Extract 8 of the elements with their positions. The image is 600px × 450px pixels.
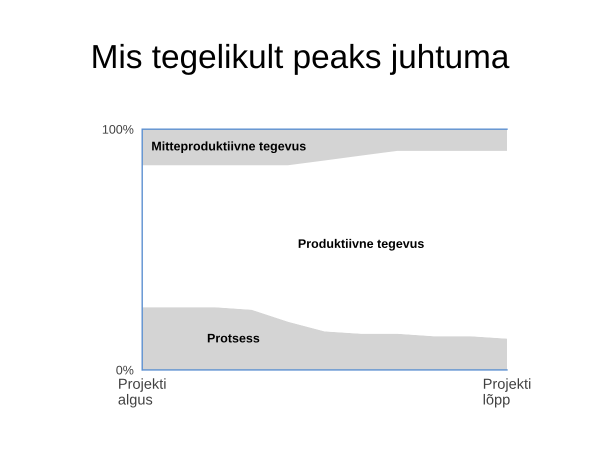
x-tick-label: Projekti algus <box>118 378 166 408</box>
y-tick-label: 0% <box>116 366 134 375</box>
y-tick-label: 100% <box>102 124 134 134</box>
series-label: Mitteproduktiivne tegevus <box>152 141 306 154</box>
x-tick-label: Projekti lõpp <box>484 378 530 408</box>
chart-title: Mis tegelikult peaks juhtuma <box>93 44 510 75</box>
series-label: Produktiivne tegevus <box>298 238 424 251</box>
series-label: Protsess <box>208 334 260 343</box>
